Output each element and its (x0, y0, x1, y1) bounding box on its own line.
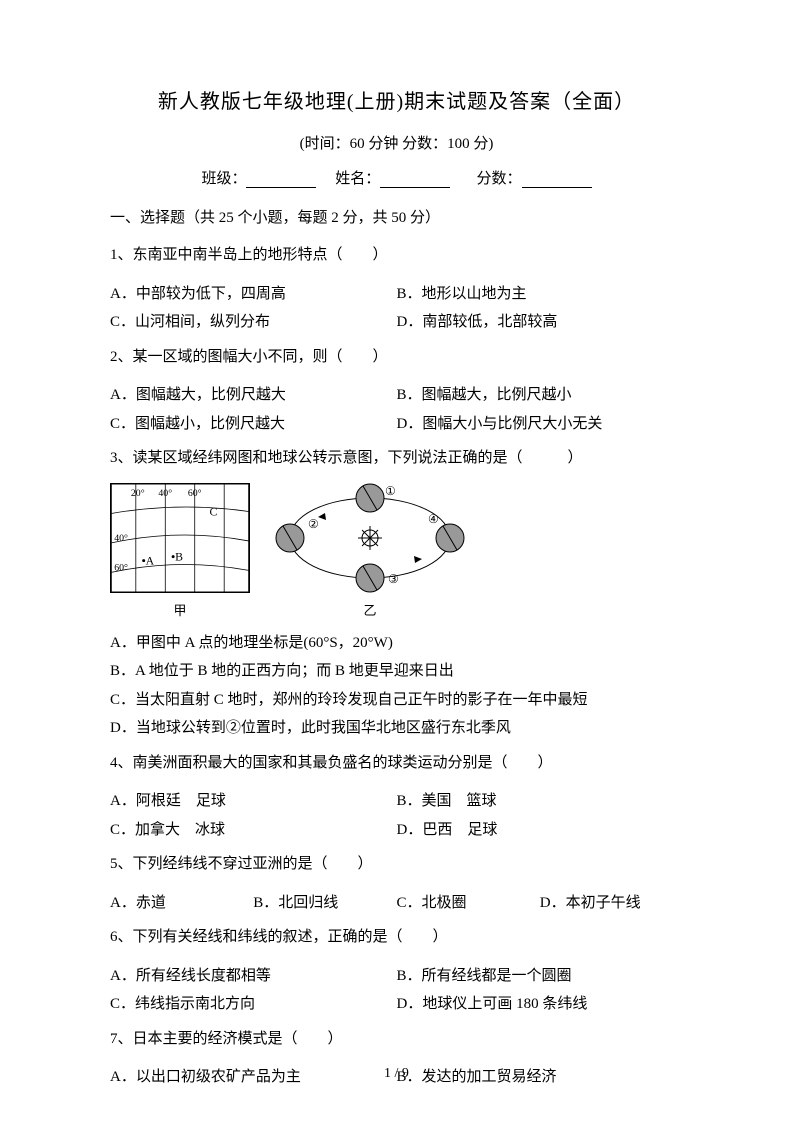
question-6: 6、下列有关经线和纬线的叙述，正确的是（ ） (110, 923, 683, 952)
q6-option-a: A．所有经线长度都相等 (110, 962, 397, 991)
svg-text:②: ② (308, 517, 319, 531)
student-info-line: 班级： 姓名： 分数： (110, 167, 683, 188)
q1-option-d: D．南部较低，北部较高 (397, 308, 684, 337)
score-label: 分数： (477, 171, 522, 187)
svg-text:①: ① (385, 484, 396, 498)
q4-option-c: C．加拿大 冰球 (110, 816, 397, 845)
page-number: 1 / 9 (0, 1066, 793, 1082)
figure-jia-label: 甲 (110, 600, 250, 619)
q5-option-a: A．赤道 (110, 889, 253, 918)
grid-map-icon: 20° 40° 60° 40° 60° A B C (110, 483, 250, 593)
q5-option-d: D．本初子午线 (540, 889, 683, 918)
section-1-header: 一、选择题（共 25 个小题，每题 2 分，共 50 分） (110, 206, 683, 227)
question-3: 3、读某区域经纬网图和地球公转示意图，下列说法正确的是（ ） (110, 444, 683, 473)
q4-option-d: D．巴西 足球 (397, 816, 684, 845)
svg-text:B: B (175, 550, 183, 563)
class-blank[interactable] (246, 170, 316, 188)
question-4-options: A．阿根廷 足球 B．美国 篮球 C．加拿大 冰球 D．巴西 足球 (110, 787, 683, 844)
q2-option-c: C．图幅越小，比例尺越大 (110, 410, 397, 439)
page-title: 新人教版七年级地理(上册)期末试题及答案（全面） (110, 85, 683, 114)
svg-text:40°: 40° (114, 532, 128, 543)
question-6-options: A．所有经线长度都相等 B．所有经线都是一个圆圈 C．纬线指示南北方向 D．地球… (110, 962, 683, 1019)
q3-option-b: B．A 地位于 B 地的正西方向；而 B 地更早迎来日出 (110, 657, 683, 686)
score-blank[interactable] (522, 170, 592, 188)
question-1: 1、东南亚中南半岛上的地形特点（ ） (110, 241, 683, 270)
question-3-options: A．甲图中 A 点的地理坐标是(60°S，20°W) B．A 地位于 B 地的正… (110, 629, 683, 743)
question-5-options: A．赤道 B．北回归线 C．北极圈 D．本初子午线 (110, 889, 683, 918)
q5-option-c: C．北极圈 (397, 889, 540, 918)
q6-option-b: B．所有经线都是一个圆圈 (397, 962, 684, 991)
svg-text:④: ④ (428, 512, 439, 526)
figure-grid-wrapper: 20° 40° 60° 40° 60° A B C 甲 (110, 483, 250, 619)
svg-text:60°: 60° (188, 487, 202, 498)
q6-option-c: C．纬线指示南北方向 (110, 990, 397, 1019)
q4-option-a: A．阿根廷 足球 (110, 787, 397, 816)
svg-text:20°: 20° (131, 487, 145, 498)
orbit-diagram-icon: ① ② ③ ④ (270, 483, 470, 593)
class-label: 班级： (201, 171, 246, 187)
question-2-options: A．图幅越大，比例尺越大 B．图幅越大，比例尺越小 C．图幅越小，比例尺越大 D… (110, 381, 683, 438)
svg-text:③: ③ (388, 572, 399, 586)
q5-option-b: B．北回归线 (253, 889, 396, 918)
q3-figure: 20° 40° 60° 40° 60° A B C 甲 (110, 483, 683, 619)
svg-text:60°: 60° (114, 562, 128, 573)
question-1-options: A．中部较为低下，四周高 B．地形以山地为主 C．山河相间，纵列分布 D．南部较… (110, 280, 683, 337)
q2-option-a: A．图幅越大，比例尺越大 (110, 381, 397, 410)
subtitle: (时间：60 分钟 分数：100 分) (110, 132, 683, 153)
question-5: 5、下列经纬线不穿过亚洲的是（ ） (110, 850, 683, 879)
name-label: 姓名： (335, 171, 380, 187)
figure-orbit-wrapper: ① ② ③ ④ 乙 (270, 483, 470, 619)
name-blank[interactable] (380, 170, 450, 188)
q1-option-a: A．中部较为低下，四周高 (110, 280, 397, 309)
svg-text:A: A (146, 554, 155, 567)
figure-yi-label: 乙 (270, 600, 470, 619)
q3-option-c: C．当太阳直射 C 地时，郑州的玲玲发现自己正午时的影子在一年中最短 (110, 686, 683, 715)
q6-option-d: D．地球仪上可画 180 条纬线 (397, 990, 684, 1019)
q1-option-b: B．地形以山地为主 (397, 280, 684, 309)
svg-text:40°: 40° (158, 487, 172, 498)
question-2: 2、某一区域的图幅大小不同，则（ ） (110, 343, 683, 372)
svg-text:C: C (209, 505, 217, 518)
q2-option-d: D．图幅大小与比例尺大小无关 (397, 410, 684, 439)
question-7: 7、日本主要的经济模式是（ ） (110, 1025, 683, 1054)
question-4: 4、南美洲面积最大的国家和其最负盛名的球类运动分别是（ ） (110, 749, 683, 778)
q3-option-d: D．当地球公转到②位置时，此时我国华北地区盛行东北季风 (110, 714, 683, 743)
q1-option-c: C．山河相间，纵列分布 (110, 308, 397, 337)
q3-option-a: A．甲图中 A 点的地理坐标是(60°S，20°W) (110, 629, 683, 658)
q4-option-b: B．美国 篮球 (397, 787, 684, 816)
q2-option-b: B．图幅越大，比例尺越小 (397, 381, 684, 410)
